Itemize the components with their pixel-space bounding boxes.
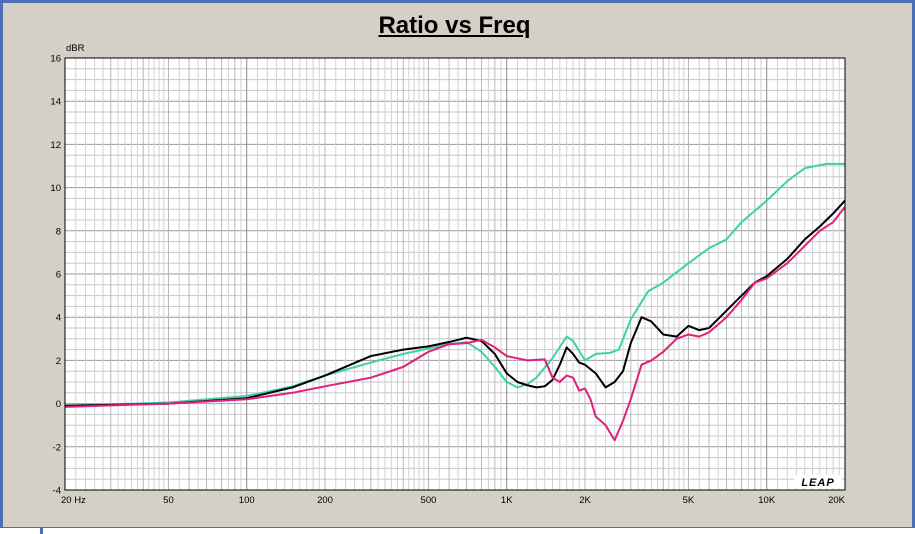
x-tick-label: 2K bbox=[579, 495, 591, 506]
bottom-strip bbox=[0, 528, 915, 534]
y-tick-label: -2 bbox=[53, 442, 61, 453]
leap-watermark-text: LEAP bbox=[801, 477, 834, 489]
x-tick-label: 20K bbox=[828, 495, 846, 506]
x-tick-label: 5K bbox=[683, 495, 695, 506]
x-tick-label: 20 Hz bbox=[61, 495, 86, 506]
y-tick-label: 10 bbox=[50, 183, 61, 194]
x-tick-label: 100 bbox=[239, 495, 255, 506]
y-tick-label: 4 bbox=[56, 313, 61, 324]
y-tick-label: 0 bbox=[56, 399, 61, 410]
x-tick-label: 50 bbox=[163, 495, 174, 506]
tick-labels: 16 14 12 10 8 6 4 2 0 -2 -420 Hz 50 100 200 500 1K 2K 5K 1… bbox=[50, 54, 845, 507]
series-line-2 bbox=[64, 199, 846, 407]
x-tick-label: 10K bbox=[758, 495, 776, 506]
x-tick-label: 1K bbox=[501, 495, 513, 506]
y-tick-label: -4 bbox=[53, 486, 61, 497]
y-tick-label: 6 bbox=[56, 270, 61, 281]
y-tick-label: 2 bbox=[56, 356, 61, 367]
plot-border bbox=[64, 57, 846, 491]
series-line-1 bbox=[64, 162, 845, 407]
y-tick-label: 12 bbox=[50, 140, 61, 151]
bottom-tick bbox=[40, 527, 43, 534]
leap-watermark: LEAP bbox=[794, 475, 842, 489]
y-tick-label: 14 bbox=[50, 97, 61, 108]
grid bbox=[64, 57, 846, 491]
y-axis-label: dBR bbox=[66, 43, 85, 54]
y-tick-label: 16 bbox=[50, 54, 61, 65]
chart-title: Ratio vs Freq bbox=[378, 12, 531, 39]
x-tick-label: 500 bbox=[421, 495, 437, 506]
series-line-3 bbox=[64, 206, 846, 442]
x-tick-label: 200 bbox=[317, 495, 333, 506]
series-group bbox=[64, 162, 846, 442]
y-tick-label: 8 bbox=[56, 226, 61, 237]
